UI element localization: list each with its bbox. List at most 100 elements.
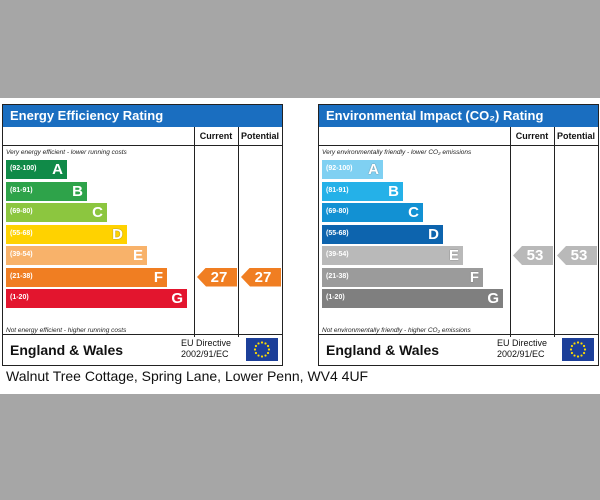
panel-title: Environmental Impact (CO₂) Rating: [319, 105, 598, 127]
band-letter: A: [52, 161, 63, 178]
eu-star-icon: [253, 348, 257, 351]
rating-band-c: (69-80) C: [322, 203, 423, 222]
band-range: (81-91): [326, 186, 349, 194]
eu-star-icon: [580, 354, 583, 357]
band-range: (39-54): [10, 251, 33, 258]
eu-star-icon: [264, 342, 267, 345]
eu-flag-icon: [246, 338, 278, 361]
current-rating-value: 53: [526, 247, 544, 264]
panel-title: Energy Efficiency Rating: [3, 105, 282, 127]
column-divider: [194, 127, 195, 337]
column-header-blank: [319, 127, 510, 146]
rating-band-d: (55-68) D: [322, 224, 443, 244]
eu-star-icon: [573, 354, 576, 357]
band-letter: C: [408, 204, 419, 221]
band-letter: G: [171, 290, 183, 307]
eu-star-icon: [576, 355, 580, 358]
eu-directive: EU Directive 2002/91/EC: [497, 338, 547, 360]
eu-star-icon: [582, 351, 586, 355]
potential-rating-value: 53: [570, 247, 588, 264]
band-letter: A: [368, 161, 379, 178]
eu-star-icon: [260, 355, 264, 358]
current-rating-arrow: 53: [513, 246, 553, 265]
column-divider: [238, 127, 239, 337]
rating-band-f: (21-38) F: [322, 267, 483, 287]
eu-star-icon: [569, 348, 573, 351]
column-header-potential: Potential: [238, 127, 282, 146]
bottom-note: Not environmentally friendly - higher CO…: [322, 327, 471, 334]
band-range: (69-80): [10, 208, 33, 215]
band-range: (1-20): [10, 294, 29, 301]
directive-line-2: 2002/91/EC: [181, 349, 229, 359]
property-address: Walnut Tree Cottage, Spring Lane, Lower …: [6, 368, 369, 384]
band-range: (92-100): [10, 165, 37, 172]
bottom-note: Not energy efficient - higher running co…: [6, 327, 127, 334]
eu-directive: EU Directive 2002/91/EC: [181, 338, 231, 360]
rating-band-b: (81-91) B: [322, 181, 403, 201]
current-rating-value: 27: [210, 268, 228, 286]
band-letter: E: [132, 247, 143, 264]
column-header-blank: [3, 127, 194, 146]
eu-star-icon: [266, 344, 270, 348]
rating-band-a: (92-100) A: [6, 160, 67, 179]
rating-band-a: (92-100) A: [322, 160, 383, 179]
eu-star-icon: [576, 341, 580, 344]
directive-line-1: EU Directive: [181, 338, 232, 348]
rating-band-g: (1-20) G: [6, 289, 187, 308]
eu-star-icon: [582, 344, 586, 348]
potential-rating-arrow: 53: [557, 246, 597, 265]
column-header-current: Current: [510, 127, 554, 146]
rating-band-g: (1-20) G: [322, 289, 503, 308]
rating-band-e: (39-54) E: [6, 246, 147, 265]
band-range: (21-38): [326, 272, 349, 280]
region-label: England & Wales: [10, 342, 124, 358]
band-letter: F: [153, 268, 163, 286]
rating-band-c: (69-80) C: [6, 203, 107, 222]
eu-star-icon: [267, 348, 271, 351]
potential-rating-arrow: 27: [241, 267, 281, 287]
band-range: (21-38): [10, 272, 33, 280]
current-rating-arrow: 27: [197, 267, 237, 287]
band-range: (81-91): [10, 186, 33, 194]
eu-star-icon: [573, 342, 576, 345]
eu-star-icon: [260, 341, 264, 344]
energy-efficiency-panel: Energy Efficiency Rating Current Potenti…: [2, 104, 283, 366]
band-range: (69-80): [326, 208, 349, 215]
eu-star-icon: [254, 344, 258, 348]
band-letter: G: [487, 290, 499, 307]
band-range: (1-20): [326, 294, 345, 301]
eu-star-icon: [570, 351, 574, 355]
eu-star-icon: [580, 342, 583, 345]
top-note: Very energy efficient - lower running co…: [6, 149, 127, 156]
eu-flag-icon: [562, 338, 594, 361]
rating-band-e: (39-54) E: [322, 246, 463, 265]
band-letter: D: [428, 225, 439, 243]
band-letter: B: [72, 182, 83, 200]
eu-star-icon: [266, 351, 270, 355]
band-range: (55-68): [326, 229, 349, 237]
band-letter: C: [92, 204, 103, 221]
region-label: England & Wales: [326, 342, 440, 358]
band-range: (92-100): [326, 165, 353, 172]
band-range: (39-54): [326, 251, 349, 258]
rating-band-d: (55-68) D: [6, 224, 127, 244]
rating-band-b: (81-91) B: [6, 181, 87, 201]
environmental-impact-panel: Environmental Impact (CO₂) Rating Curren…: [318, 104, 599, 366]
directive-line-1: EU Directive: [497, 338, 548, 348]
eu-star-icon: [570, 344, 574, 348]
eu-star-icon: [583, 348, 587, 351]
band-range: (55-68): [10, 229, 33, 237]
band-letter: D: [112, 225, 123, 243]
rating-band-f: (21-38) F: [6, 267, 167, 287]
band-letter: E: [448, 247, 459, 264]
panel-footer: England & Wales EU Directive 2002/91/EC: [3, 334, 282, 365]
panel-footer: England & Wales EU Directive 2002/91/EC: [319, 334, 598, 365]
band-letter: F: [469, 268, 479, 286]
eu-star-icon: [254, 351, 258, 355]
eu-star-icon: [257, 342, 260, 345]
potential-rating-value: 27: [254, 268, 272, 286]
band-letter: B: [388, 182, 399, 200]
top-note: Very environmentally friendly - lower CO…: [322, 149, 472, 156]
directive-line-2: 2002/91/EC: [497, 349, 545, 359]
column-header-potential: Potential: [554, 127, 598, 146]
